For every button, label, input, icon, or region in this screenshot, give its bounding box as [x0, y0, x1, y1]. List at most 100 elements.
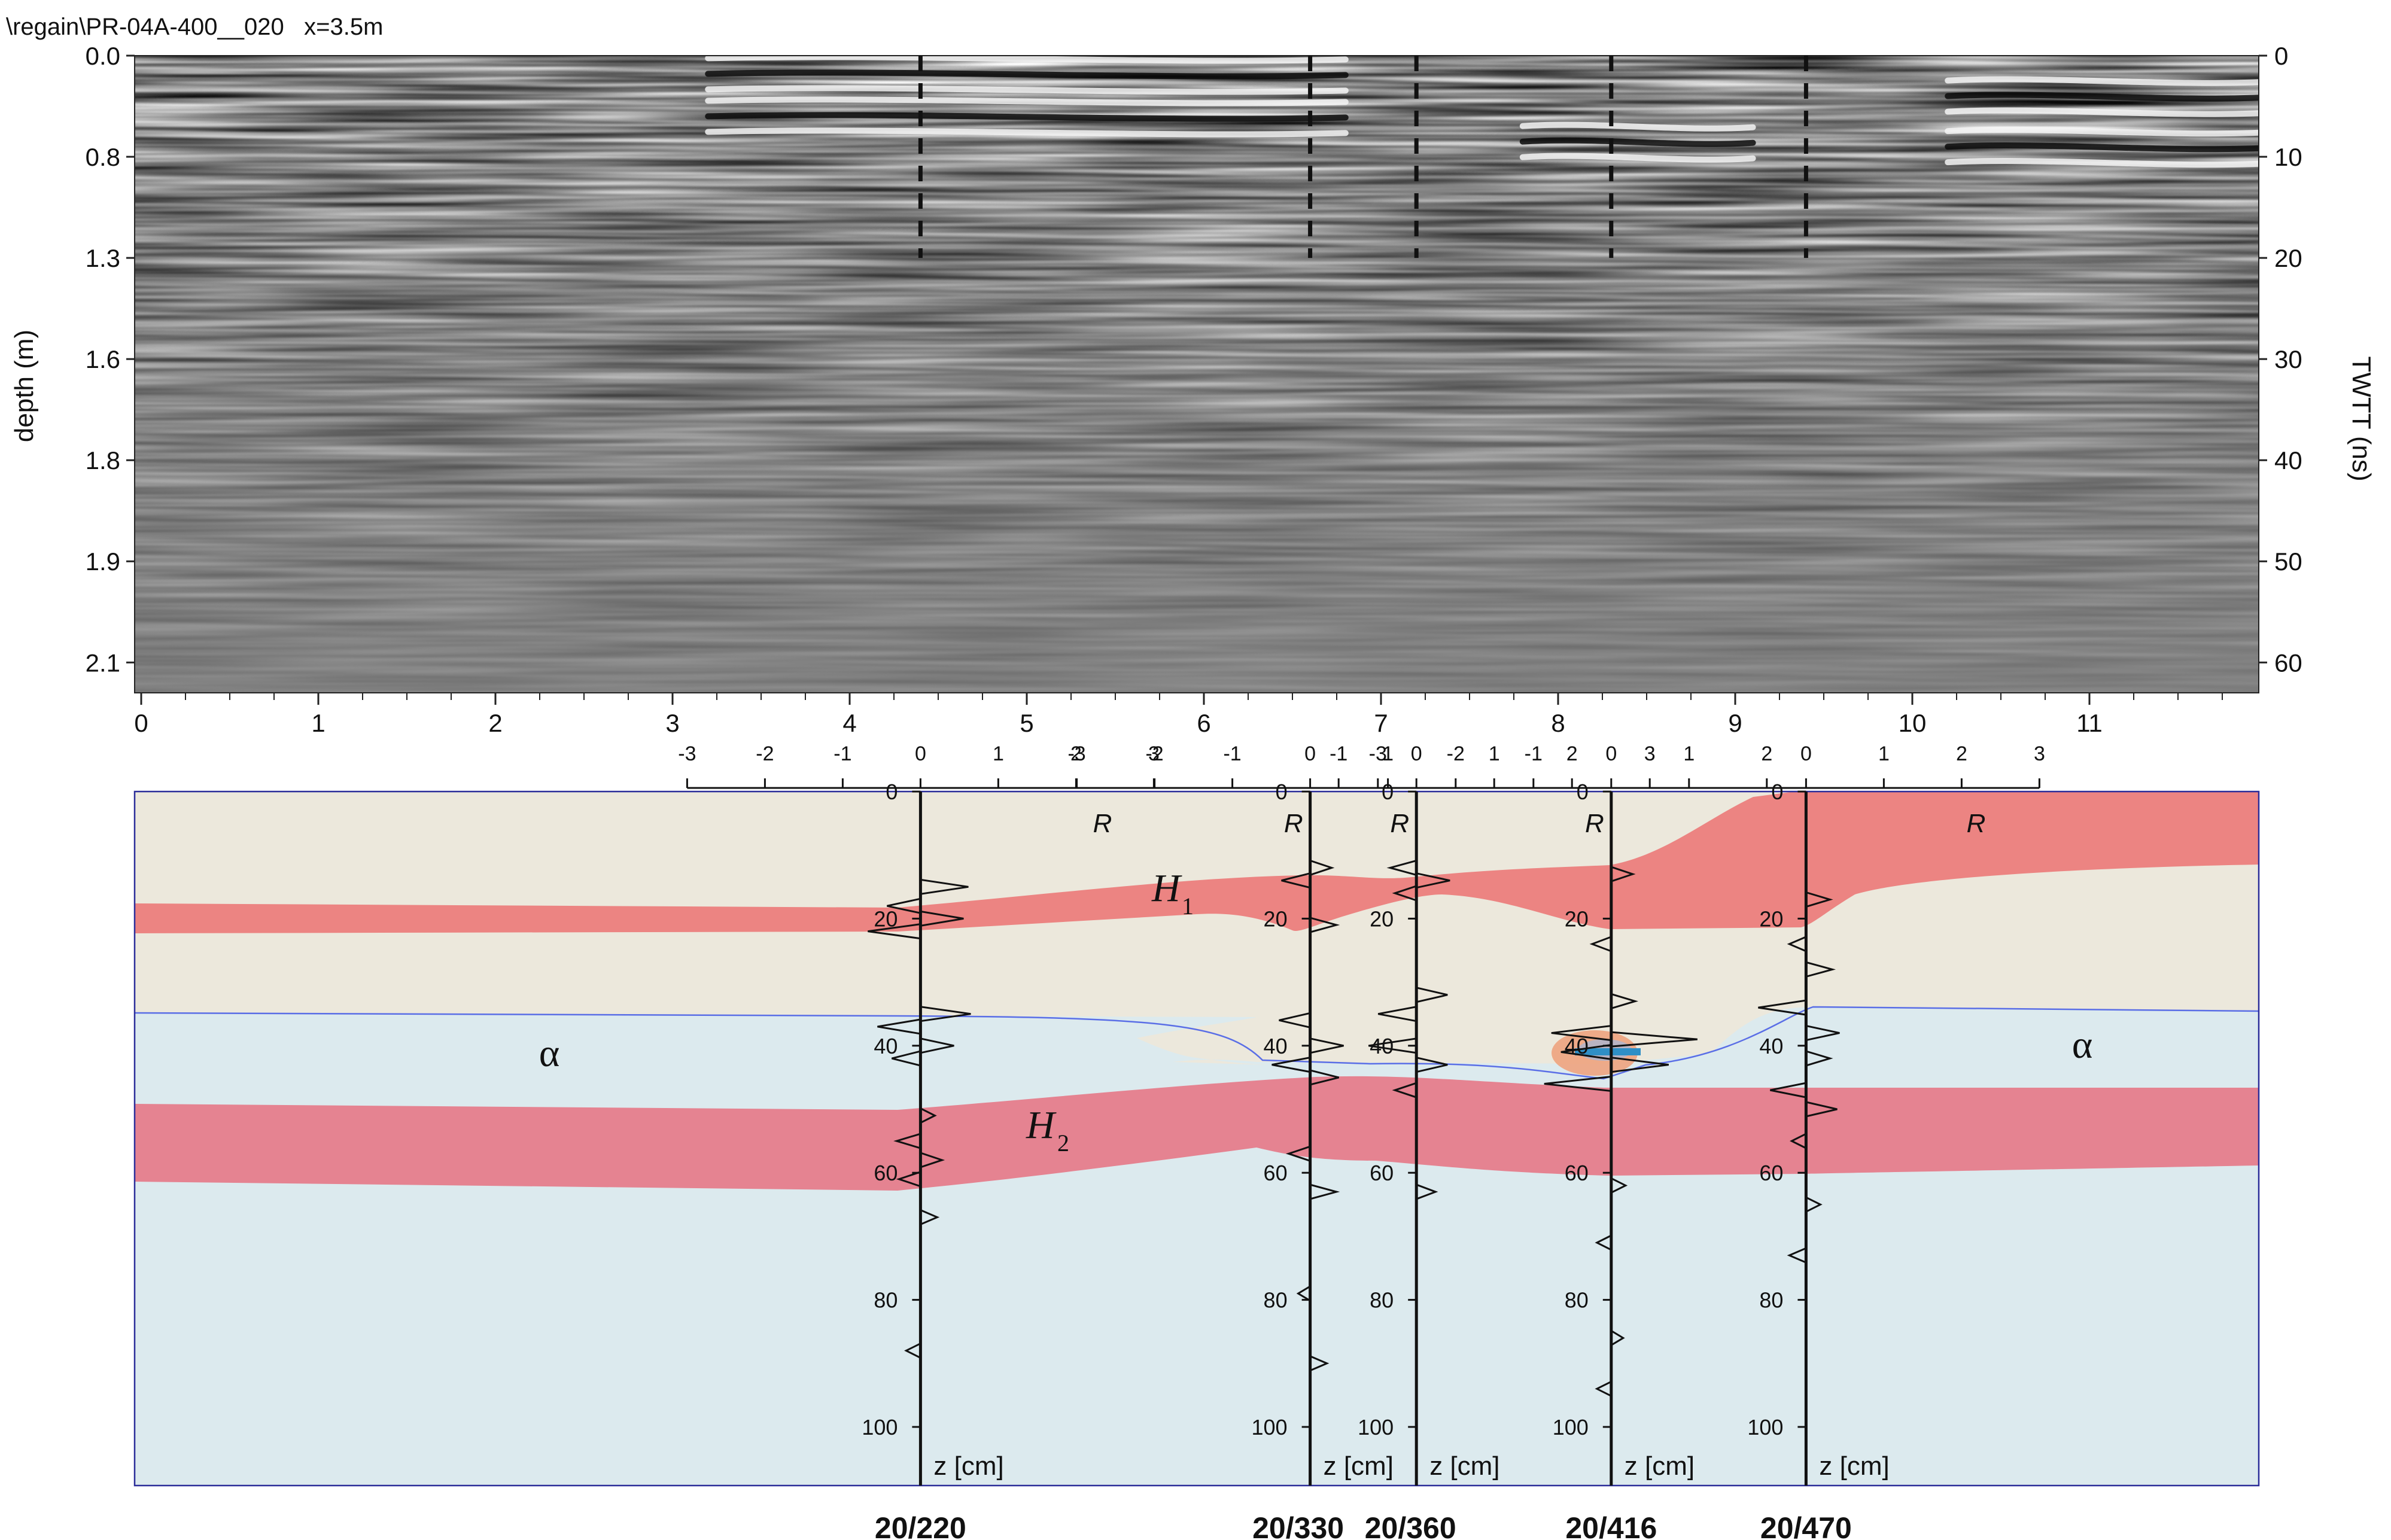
borehole-depth-label: 20	[1565, 906, 1589, 931]
reflectance-tick-label: -1	[1330, 742, 1347, 765]
reflectance-tick-label: 2	[1566, 742, 1578, 765]
reflector	[705, 96, 1349, 138]
reflector-band	[705, 69, 1349, 80]
reflectance-tick-label: -1	[833, 742, 851, 765]
distance-tick-label: 9	[1728, 709, 1742, 737]
reflectance-axis: -3 -2 -1 0 1 2 3-3 -2 -1 0 1-1 0 1 2 3-3 -2 -1 0 1 2 0 1 2 3	[678, 742, 2045, 789]
borehole-depth-label: 40	[1264, 1034, 1288, 1058]
distance-tick-label: 11	[2076, 709, 2103, 737]
depth-unit-label: z [cm]	[1324, 1451, 1394, 1481]
borehole-depth-label: 20	[1264, 906, 1288, 931]
reflector-band	[1519, 137, 1756, 147]
reflectance-trace	[1544, 792, 1698, 1486]
reflector-band	[1945, 76, 2259, 86]
reflectance-tick-label: 2	[1956, 742, 1967, 765]
reflector-band	[1945, 92, 2259, 102]
borehole-name: 20/416	[1565, 1511, 1657, 1540]
radargram-title: \regain\PR-04A-400__020 x=3.5m	[6, 14, 383, 40]
depth-unit-label: z [cm]	[1429, 1451, 1499, 1481]
twtt-tick-label: 60	[2274, 649, 2302, 677]
twtt-tick-label: 30	[2274, 345, 2302, 373]
reflectance-tick-label: 0	[1605, 742, 1617, 765]
twtt-tick-label: 20	[2274, 244, 2302, 272]
reflectance-tick-label: 1	[1878, 742, 1890, 765]
borehole-depth-label: 100	[1252, 1415, 1288, 1439]
reflectance-tick-label: 0	[1304, 742, 1316, 765]
reflector-band	[1945, 127, 2259, 137]
label-h1: H 1	[1151, 866, 1194, 920]
borehole-depth-label: 20	[874, 906, 898, 931]
borehole-depth-label: 100	[862, 1415, 898, 1439]
reflector-band	[1945, 158, 2259, 168]
reflectance-tick-label: 0	[1411, 742, 1422, 765]
reflectance-trace	[1758, 792, 1840, 1486]
reflectance-tick-label: 3	[2034, 742, 2045, 765]
borehole-depth-label: 0	[1382, 780, 1394, 804]
reflectance-label: R	[1585, 809, 1604, 838]
radargram-depth-fade	[135, 56, 2259, 693]
lens-core	[1575, 1048, 1641, 1055]
depth-tick-label: 0.8	[86, 143, 120, 171]
distance-tick-label: 3	[665, 709, 679, 737]
reflectance-tick-label: -1	[1223, 742, 1241, 765]
borehole-depth-label: 60	[874, 1161, 898, 1185]
reflectance-tick-label: -1	[1525, 742, 1543, 765]
label-alpha-left: α	[539, 1031, 560, 1075]
distance-tick-label: 1	[311, 709, 325, 737]
label-alpha-right: α	[2072, 1023, 2093, 1067]
twtt-tick-label: 10	[2274, 143, 2302, 171]
depth-unit-label: z [cm]	[933, 1451, 1003, 1481]
twtt-tick-label: 40	[2274, 446, 2302, 474]
twtt-axis: 0 10 20 30 40 50 60	[2259, 42, 2302, 677]
reflector	[1519, 121, 1756, 163]
reflectance-trace	[1368, 792, 1450, 1486]
reflectance-tick-label: 1	[993, 742, 1004, 765]
distance-axis: 0 1 2 3 4 5 6 7 8 9 10 11	[134, 693, 2223, 737]
reflectance-tick-label: 1	[1489, 742, 1500, 765]
reflectance-label: R	[1284, 809, 1303, 838]
borehole: 0 20 40 60 80 100 Rz [cm] 20/330	[1252, 780, 1394, 1540]
reflectance-tick-label: 3	[1644, 742, 1656, 765]
reflector	[705, 56, 1349, 95]
distance-tick-label: 5	[1020, 709, 1033, 737]
borehole-depth-label: 40	[1565, 1034, 1589, 1058]
reflectance-tick-label: -2	[1447, 742, 1465, 765]
borehole-depth-label: 0	[886, 780, 898, 804]
reflector-band	[705, 85, 1349, 95]
borehole-depth-label: 40	[874, 1034, 898, 1058]
borehole-depth-label: 60	[1264, 1161, 1288, 1185]
borehole-name: 20/330	[1252, 1511, 1344, 1540]
reflectance-tick-label: 3	[1148, 742, 1160, 765]
depth-tick-label: 1.8	[86, 446, 120, 474]
reflectance-tick-label: 0	[1800, 742, 1812, 765]
borehole-depth-label: 60	[1370, 1161, 1394, 1185]
label-h2-subscript: 2	[1057, 1130, 1069, 1156]
borehole-depth-label: 80	[1759, 1288, 1783, 1313]
depth-tick-label: 1.6	[86, 345, 120, 373]
borehole-depth-label: 100	[1553, 1415, 1589, 1439]
reflector-band	[1519, 153, 1756, 163]
borehole-name: 20/470	[1760, 1511, 1852, 1540]
reflectance-tick-label: 0	[915, 742, 926, 765]
borehole: 0 20 40 60 80 100 Rz [cm] 20/416	[1544, 780, 1698, 1540]
distance-tick-label: 8	[1551, 709, 1565, 737]
radargram-panel	[135, 56, 2259, 693]
label-h1-letter: H	[1151, 866, 1182, 910]
depth-axis: 0.0 0.8 1.3 1.6 1.8 1.9 2.1	[86, 42, 135, 677]
reflectance-label: R	[1967, 809, 1986, 838]
lens-anomaly	[1552, 1030, 1641, 1076]
distance-tick-label: 0	[134, 709, 148, 737]
horizon-h1	[135, 792, 2259, 933]
reflectance-trace	[1271, 792, 1344, 1486]
borehole-depth-label: 80	[1565, 1288, 1589, 1313]
depth-unit-label: z [cm]	[1819, 1451, 1889, 1481]
reflectance-tick-label: -3	[1369, 742, 1387, 765]
borehole-depth-label: 80	[1264, 1288, 1288, 1313]
reflectance-tick-label: -2	[756, 742, 774, 765]
radargram-reflectors	[705, 56, 2259, 168]
reflector-band	[705, 96, 1349, 106]
borehole: 0 20 40 60 80 100 Rz [cm] 20/470	[1747, 780, 1985, 1540]
reflector-band	[705, 56, 1349, 64]
label-h1-subscript: 1	[1182, 893, 1194, 920]
